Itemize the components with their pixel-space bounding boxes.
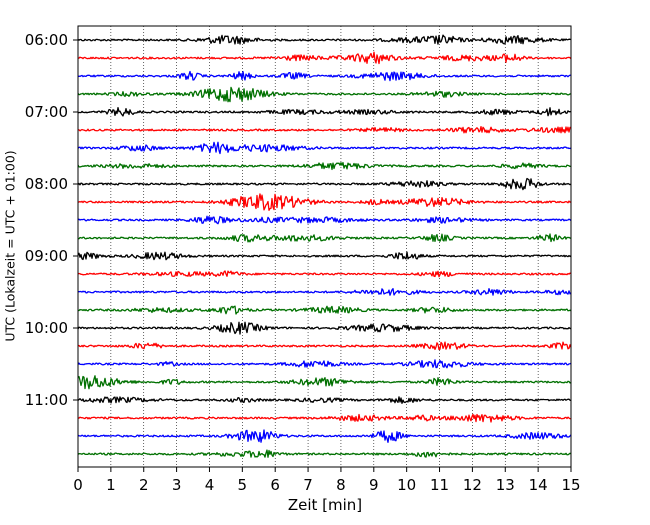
trace-1015 bbox=[77, 341, 572, 351]
y-tick-label: 09:00 bbox=[25, 247, 68, 265]
trace-0945 bbox=[77, 305, 572, 315]
y-axis-label: UTC (Lokalzeit = UTC + 01:00) bbox=[3, 150, 18, 341]
x-tick-label: 6 bbox=[270, 476, 280, 494]
trace-0745 bbox=[77, 161, 572, 171]
trace-0800 bbox=[77, 177, 572, 191]
x-tick-label: 9 bbox=[369, 476, 379, 494]
y-axis: 06:00 07:00 08:00 09:00 10:00 11:00 bbox=[25, 31, 78, 409]
x-tick-label: 4 bbox=[205, 476, 215, 494]
trace-1000 bbox=[77, 321, 572, 335]
trace-0630 bbox=[77, 70, 572, 82]
trace-0730 bbox=[77, 141, 572, 155]
x-tick-label: 0 bbox=[73, 476, 83, 494]
trace-0845 bbox=[77, 233, 572, 243]
trace-0830 bbox=[77, 215, 572, 225]
trace-0645 bbox=[77, 86, 572, 103]
x-axis-label: Zeit [min] bbox=[288, 496, 362, 514]
trace-layer bbox=[77, 34, 572, 458]
y-tick-label: 07:00 bbox=[25, 103, 68, 121]
trace-0615 bbox=[77, 51, 572, 65]
x-tick-label: 8 bbox=[336, 476, 346, 494]
trace-1045 bbox=[77, 375, 572, 390]
y-tick-label: 11:00 bbox=[25, 391, 68, 409]
trace-0915 bbox=[77, 270, 572, 278]
y-tick-label: 08:00 bbox=[25, 175, 68, 193]
x-tick-label: 12 bbox=[463, 476, 482, 494]
trace-1115 bbox=[77, 413, 572, 423]
trace-1030 bbox=[77, 359, 572, 369]
trace-0715 bbox=[77, 125, 572, 134]
trace-0600 bbox=[77, 34, 572, 45]
x-tick-label: 11 bbox=[430, 476, 449, 494]
x-tick-label: 3 bbox=[172, 476, 182, 494]
trace-1130 bbox=[77, 429, 572, 443]
plot-frame bbox=[77, 25, 572, 468]
x-tick-label: 5 bbox=[238, 476, 248, 494]
trace-0815 bbox=[77, 193, 572, 211]
trace-1145 bbox=[77, 449, 572, 458]
x-tick-label: 14 bbox=[529, 476, 548, 494]
x-tick-label: 1 bbox=[106, 476, 116, 494]
trace-0700 bbox=[77, 106, 572, 117]
y-tick-label: 10:00 bbox=[25, 319, 68, 337]
x-axis: 0 1 2 3 4 5 6 7 8 9 10 11 12 13 14 15 bbox=[73, 467, 581, 494]
trace-0900 bbox=[77, 251, 572, 261]
trace-1100 bbox=[77, 396, 572, 405]
x-tick-label: 2 bbox=[139, 476, 149, 494]
y-tick-label: 06:00 bbox=[25, 31, 68, 49]
x-tick-label: 15 bbox=[561, 476, 580, 494]
x-tick-label: 13 bbox=[496, 476, 515, 494]
x-tick-label: 10 bbox=[397, 476, 416, 494]
trace-0930 bbox=[77, 287, 572, 296]
x-tick-label: 7 bbox=[303, 476, 313, 494]
